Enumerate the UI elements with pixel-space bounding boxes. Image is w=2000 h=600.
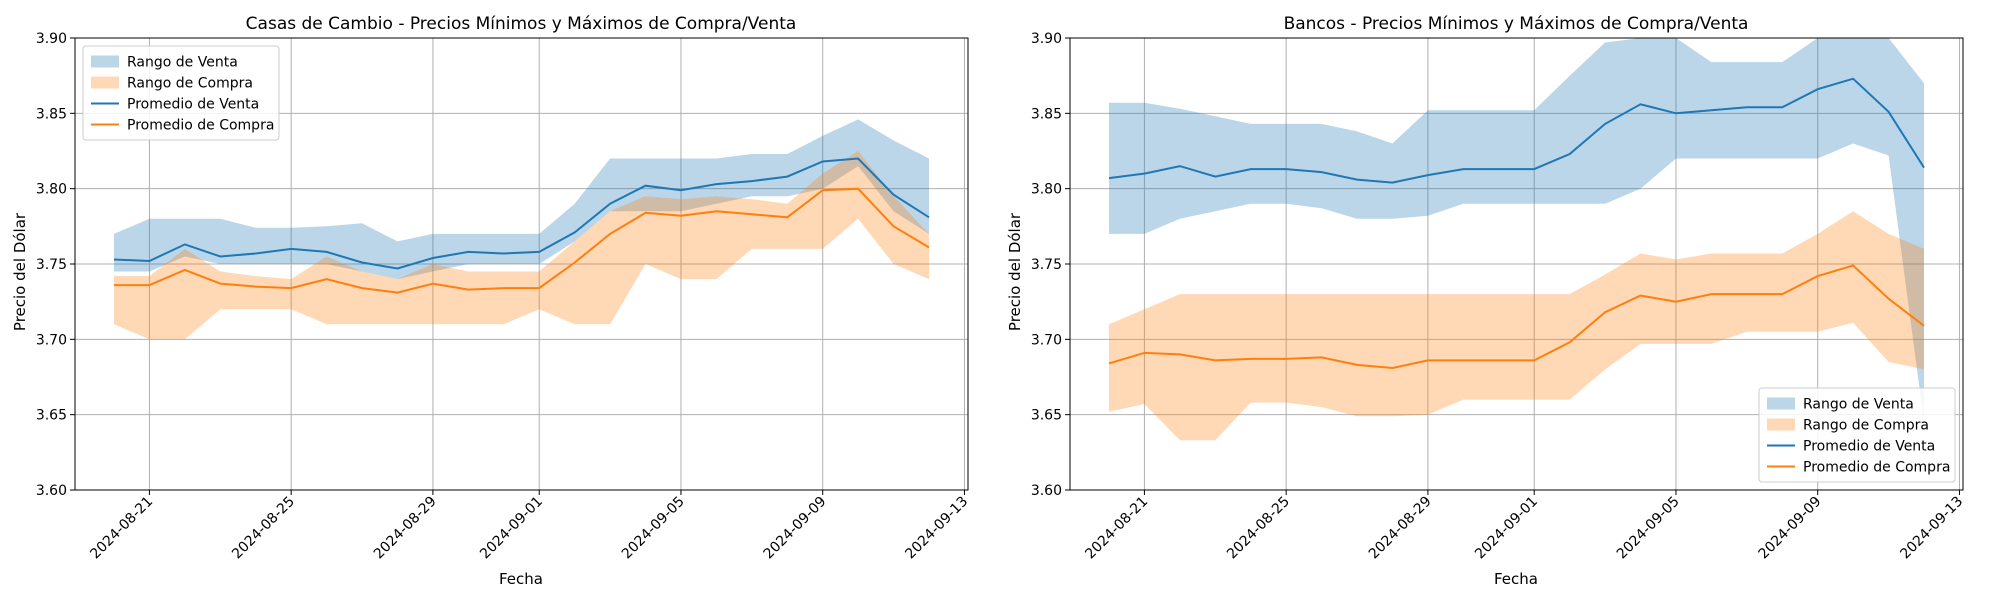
y-tick-label: 3.90 <box>1031 31 1062 47</box>
legend: Rango de Venta Rango de Compra Promedio de… <box>82 45 280 141</box>
y-tick-label: 3.75 <box>36 257 67 273</box>
chart-title: Bancos - Precios Mínimos y Máximos de Co… <box>1284 14 1749 34</box>
series-promedio-de-venta <box>113 157 930 270</box>
legend-label: Rango de Compra <box>1803 418 1929 434</box>
band-rango-de-compra <box>114 151 929 340</box>
series-promedio-de-compra <box>1108 264 1925 370</box>
y-tick-label: 3.80 <box>36 182 67 198</box>
legend-label: Promedio de Compra <box>1803 460 1950 476</box>
legend-swatch <box>1767 397 1795 410</box>
y-tick-label: 3.85 <box>1031 106 1062 122</box>
y-tick-label: 3.70 <box>1031 332 1062 348</box>
band-rango-de-venta <box>114 119 929 280</box>
plot-frame <box>74 37 969 491</box>
legend-swatch <box>91 76 119 89</box>
x-axis-title: Fecha <box>1494 570 1538 588</box>
y-tick-label: 3.60 <box>36 483 67 499</box>
y-tick-label: 3.65 <box>1031 408 1062 424</box>
legend-box <box>1758 387 1956 483</box>
y-tick-label: 3.60 <box>1031 483 1062 499</box>
y-tick-label: 3.65 <box>36 408 67 424</box>
x-axis-title: Fecha <box>499 570 543 588</box>
legend-swatch <box>91 55 119 68</box>
plot-series <box>1108 38 1925 441</box>
y-tick-label: 3.75 <box>1031 257 1062 273</box>
legend-label: Rango de Compra <box>127 76 253 92</box>
band-rango-de-compra <box>1109 211 1924 441</box>
plot-series <box>113 119 930 340</box>
series-promedio-de-venta <box>1108 77 1925 184</box>
legend-box <box>82 45 280 141</box>
y-tick-label: 3.85 <box>36 106 67 122</box>
band-rango-de-venta <box>1109 38 1924 423</box>
y-tick-label: 3.80 <box>1031 182 1062 198</box>
legend-label: Rango de Venta <box>1803 397 1914 413</box>
y-axis-title: Precio del Dólar <box>1006 212 1024 331</box>
plot-frame <box>1069 37 1964 491</box>
y-tick-label: 3.70 <box>36 332 67 348</box>
legend-label: Rango de Venta <box>127 55 238 71</box>
legend-swatch <box>1767 418 1795 431</box>
legend-label: Promedio de Venta <box>127 97 259 113</box>
y-tick-label: 3.90 <box>36 31 67 47</box>
legend: Rango de Venta Rango de Compra Promedio de… <box>1758 387 1956 483</box>
series-promedio-de-compra <box>114 187 930 294</box>
y-axis-title: Precio del Dólar <box>11 212 29 331</box>
legend-label: Promedio de Compra <box>127 118 274 134</box>
chart-title: Casas de Cambio - Precios Mínimos y Máxi… <box>246 14 797 34</box>
legend-label: Promedio de Venta <box>1803 439 1935 455</box>
